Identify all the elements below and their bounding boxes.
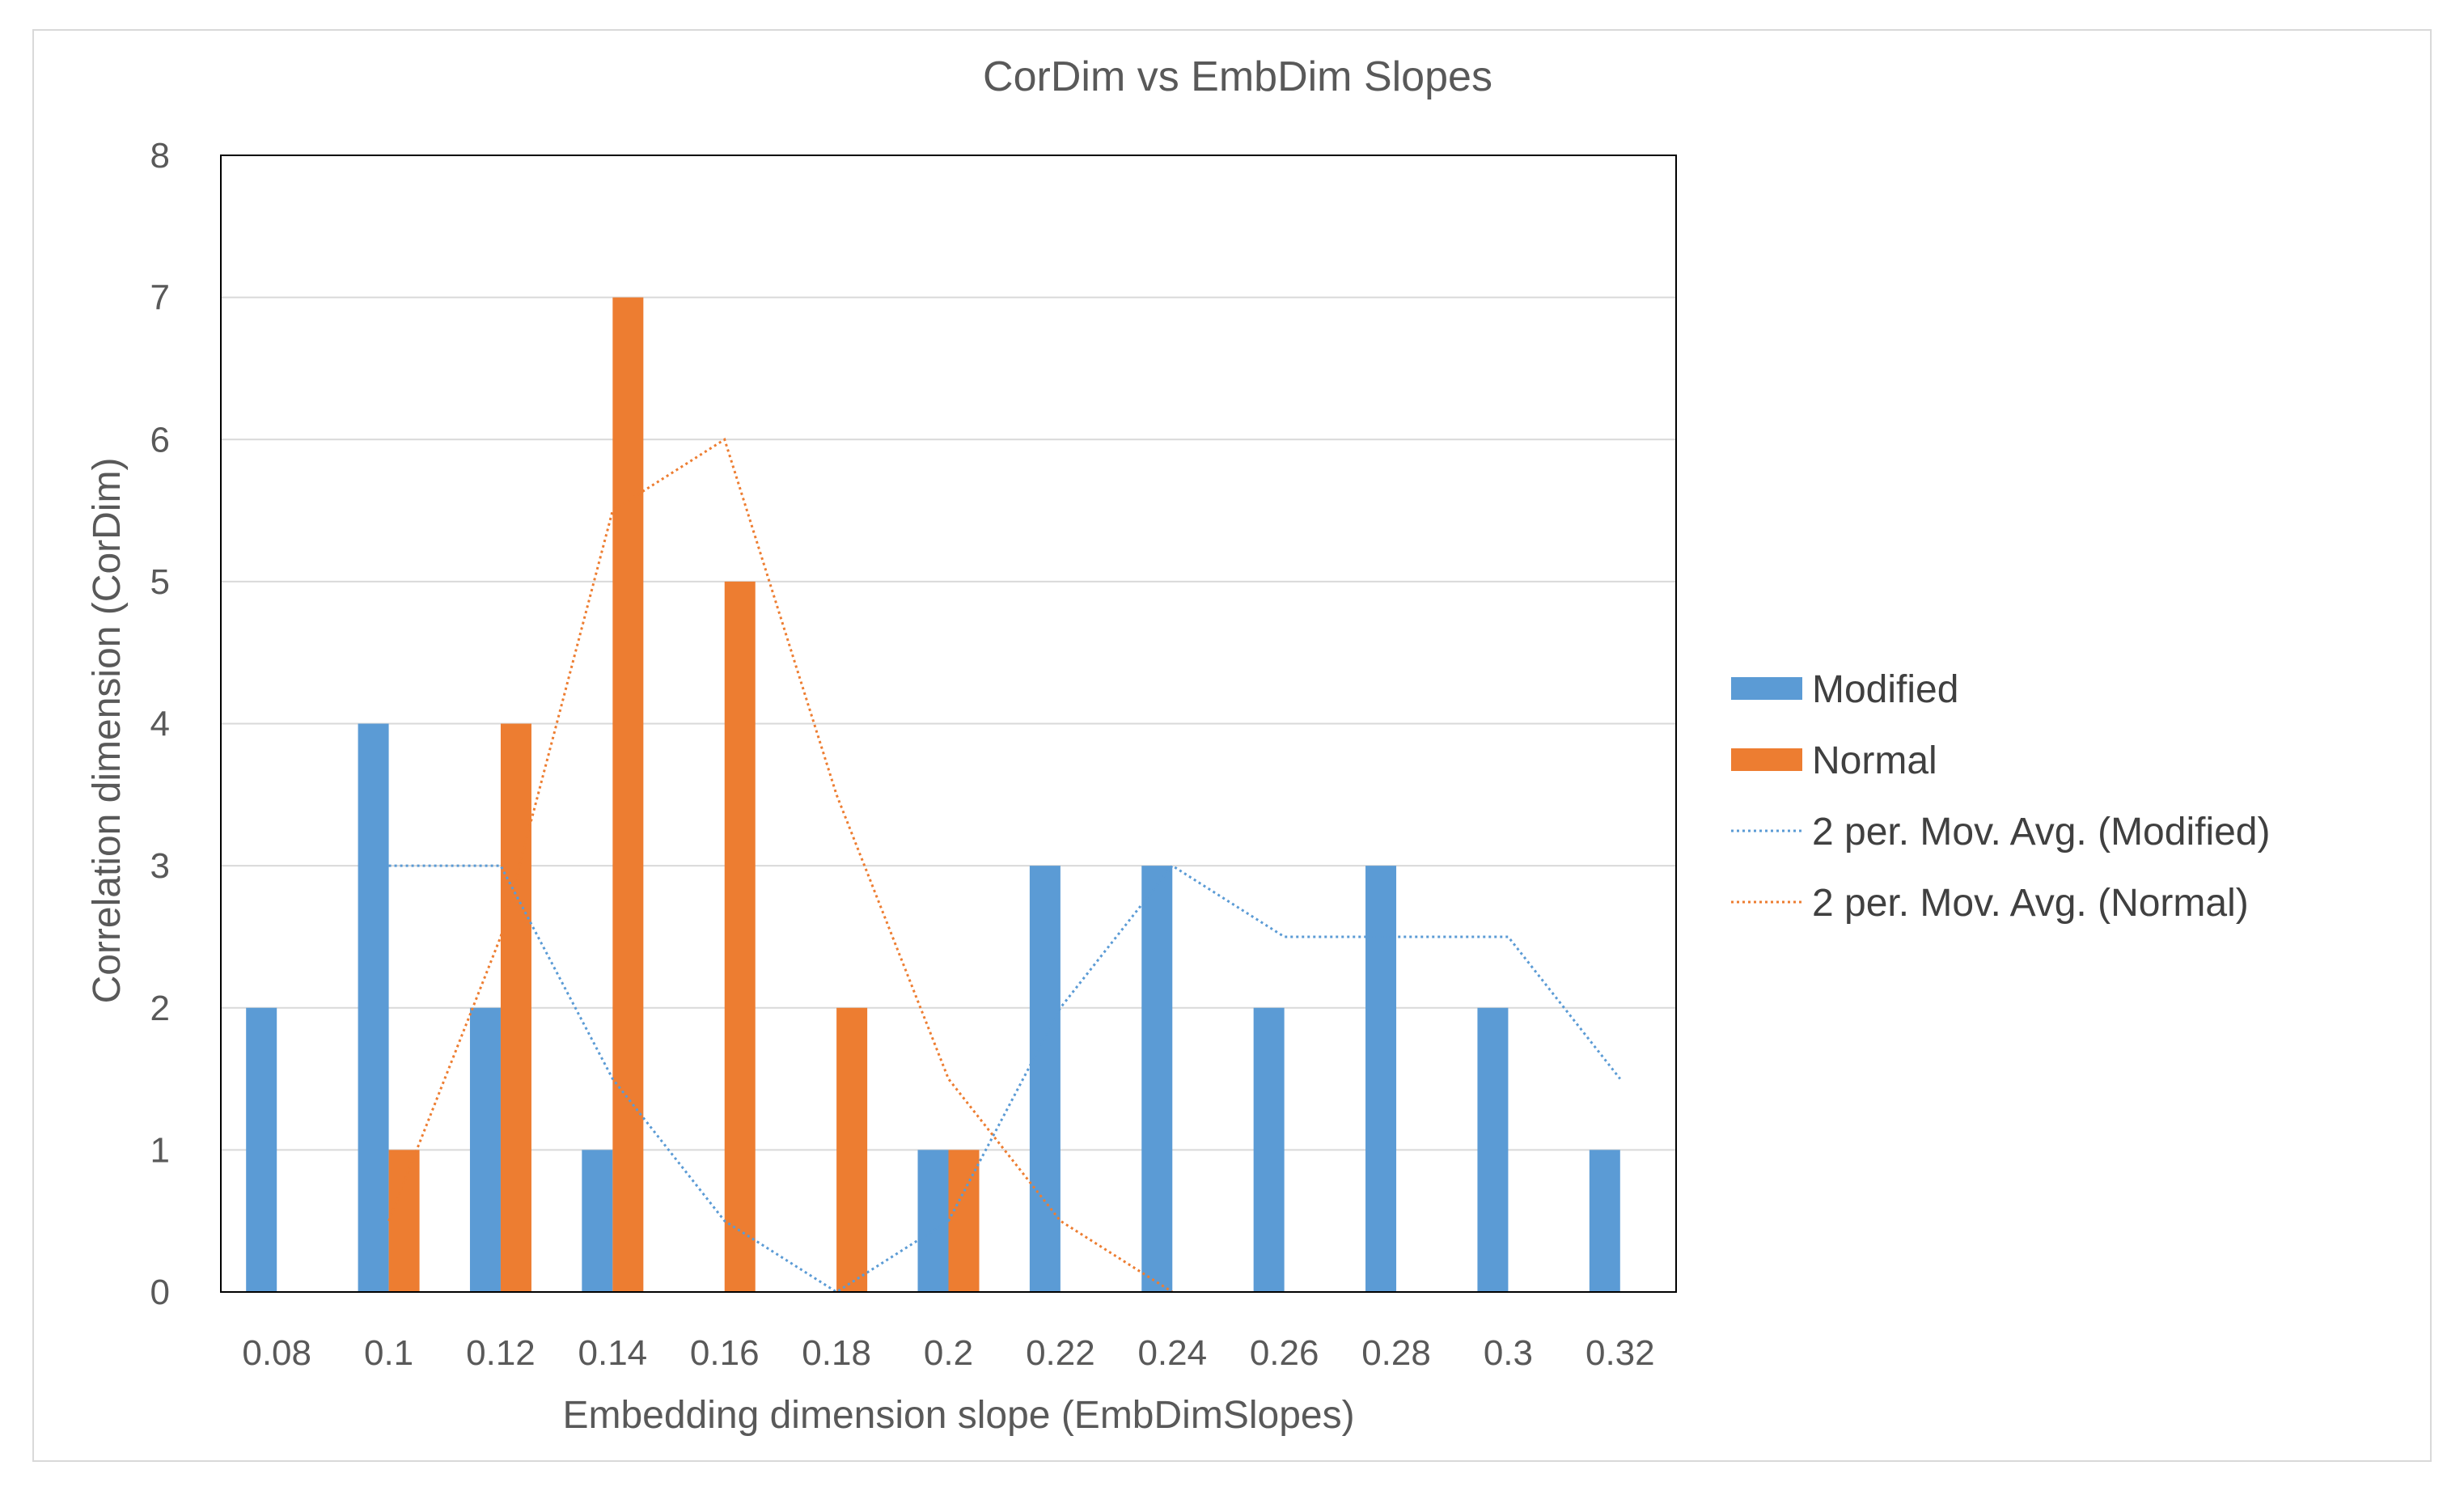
bar-modified (246, 1007, 277, 1292)
legend-label: Modified (1812, 668, 1958, 711)
bar-normal (388, 1150, 420, 1292)
x-axis-title: Embedding dimension slope (EmbDimSlopes) (562, 1394, 1354, 1437)
y-tick-label: 1 (150, 1130, 170, 1170)
trendline-normal (387, 437, 1174, 1294)
bar-modified (1141, 866, 1173, 1292)
trendlines (387, 437, 1621, 1294)
y-tick-label: 3 (150, 846, 170, 886)
legend-label: 2 per. Mov. Avg. (Modified) (1812, 811, 2270, 854)
legend-label: Normal (1812, 739, 1937, 782)
plot-area-border (220, 155, 1677, 1293)
bar-normal (500, 723, 531, 1292)
chart-title: CorDim vs EmbDim Slopes (983, 53, 1492, 100)
bar-modified (582, 1150, 613, 1292)
bar-normal (836, 1007, 868, 1292)
bars (246, 297, 1620, 1292)
bar-modified (917, 1150, 949, 1292)
x-tick-label: 0.3 (1484, 1333, 1533, 1373)
bar-normal (724, 581, 756, 1292)
y-tick-label: 5 (150, 562, 170, 602)
y-tick-label: 8 (150, 136, 170, 176)
y-axis-title: Correlation dimension (CorDim) (86, 458, 129, 1004)
trendline-modified (388, 864, 1621, 1294)
x-tick-label: 0.32 (1586, 1333, 1655, 1373)
x-tick-label: 0.2 (924, 1333, 973, 1373)
bar-modified (1589, 1150, 1620, 1292)
gridlines (221, 155, 1676, 1293)
y-axis-ticks: 0 1 2 3 4 5 6 7 8 (150, 136, 170, 1312)
y-tick-label: 4 (150, 705, 170, 744)
bar-modified (1029, 866, 1061, 1292)
x-tick-label: 0.26 (1250, 1333, 1319, 1373)
y-tick-label: 7 (150, 278, 170, 318)
legend-label: 2 per. Mov. Avg. (Normal) (1812, 882, 2249, 925)
bar-modified (358, 723, 389, 1292)
y-tick-label: 6 (150, 420, 170, 460)
legend: Modified Normal 2 per. Mov. Avg. (Modified… (1731, 668, 2270, 925)
bar-normal (612, 297, 644, 1292)
bar-modified (1253, 1007, 1285, 1292)
legend-swatch (1731, 677, 1802, 700)
x-tick-label: 0.22 (1026, 1333, 1095, 1373)
bar-normal (948, 1150, 980, 1292)
x-tick-label: 0.18 (802, 1333, 871, 1373)
x-tick-label: 0.1 (364, 1333, 413, 1373)
x-axis-ticks: 0.08 0.1 0.12 0.14 0.16 0.18 0.2 0.22 0.24 0.26 0.… (242, 1333, 1654, 1373)
x-tick-label: 0.14 (578, 1333, 648, 1373)
x-tick-label: 0.24 (1137, 1333, 1207, 1373)
bar-modified (1477, 1007, 1509, 1292)
x-tick-label: 0.12 (466, 1333, 536, 1373)
x-tick-label: 0.28 (1361, 1333, 1431, 1373)
y-tick-label: 2 (150, 989, 170, 1028)
y-tick-label: 0 (150, 1273, 170, 1312)
x-tick-label: 0.08 (242, 1333, 311, 1373)
chart-frame (32, 29, 2432, 1462)
legend-swatch (1731, 748, 1802, 771)
bar-modified (469, 1007, 501, 1292)
bar-modified (1365, 866, 1397, 1292)
x-tick-label: 0.16 (690, 1333, 760, 1373)
